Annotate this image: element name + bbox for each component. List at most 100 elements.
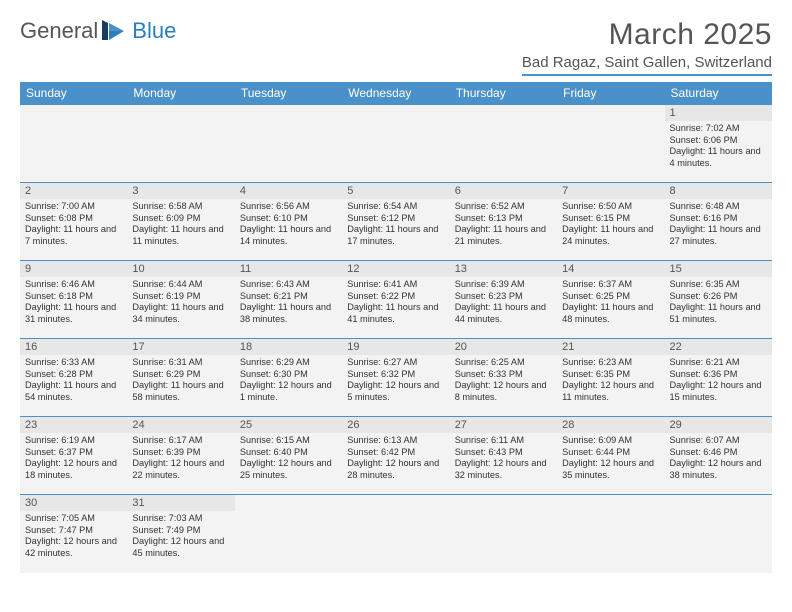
daylight-text: Daylight: 11 hours and 14 minutes. [240, 224, 337, 247]
sunset-text: Sunset: 6:23 PM [455, 291, 552, 303]
sunrise-text: Sunrise: 7:03 AM [132, 513, 229, 525]
day-details: Sunrise: 6:54 AMSunset: 6:12 PMDaylight:… [342, 199, 449, 250]
sunrise-text: Sunrise: 6:46 AM [25, 279, 122, 291]
sunrise-text: Sunrise: 7:02 AM [670, 123, 767, 135]
day-number: 26 [342, 417, 449, 433]
sunset-text: Sunset: 6:26 PM [670, 291, 767, 303]
day-number: 5 [342, 183, 449, 199]
brand-text-2: Blue [132, 18, 176, 44]
sunset-text: Sunset: 6:42 PM [347, 447, 444, 459]
daylight-text: Daylight: 12 hours and 18 minutes. [25, 458, 122, 481]
sunrise-text: Sunrise: 6:19 AM [25, 435, 122, 447]
sunset-text: Sunset: 6:22 PM [347, 291, 444, 303]
calendar-week: 2 Sunrise: 7:00 AMSunset: 6:08 PM Daylight… [20, 183, 772, 261]
day-header: Tuesday [235, 82, 342, 105]
sunrise-text: Sunrise: 7:00 AM [25, 201, 122, 213]
daylight-text: Daylight: 11 hours and 11 minutes. [132, 224, 229, 247]
calendar-cell: 25Sunrise: 6:15 AMSunset: 6:40 PMDayligh… [235, 417, 342, 495]
calendar-cell: 24Sunrise: 6:17 AMSunset: 6:39 PMDayligh… [127, 417, 234, 495]
sunset-text: Sunset: 6:46 PM [670, 447, 767, 459]
day-number: 18 [235, 339, 342, 355]
sunset-text: Sunset: 6:08 PM [25, 213, 122, 225]
calendar-cell [20, 105, 127, 183]
daylight-text: Daylight: 12 hours and 28 minutes. [347, 458, 444, 481]
sunset-text: Sunset: 6:43 PM [455, 447, 552, 459]
sunset-text: Sunset: 6:32 PM [347, 369, 444, 381]
day-header: Thursday [450, 82, 557, 105]
sunset-text: Sunset: 6:12 PM [347, 213, 444, 225]
day-details: Sunrise: 6:21 AMSunset: 6:36 PMDaylight:… [665, 355, 772, 406]
sunset-text: Sunset: 6:13 PM [455, 213, 552, 225]
day-number: 15 [665, 261, 772, 277]
calendar-week: 1Sunrise: 7:02 AMSunset: 6:06 PMDaylight… [20, 105, 772, 183]
sunset-text: Sunset: 6:21 PM [240, 291, 337, 303]
day-details: Sunrise: 6:39 AMSunset: 6:23 PMDaylight:… [450, 277, 557, 328]
daylight-text: Daylight: 12 hours and 22 minutes. [132, 458, 229, 481]
flag-icon [102, 20, 128, 42]
daylight-text: Daylight: 11 hours and 48 minutes. [562, 302, 659, 325]
day-details: Sunrise: 6:25 AMSunset: 6:33 PMDaylight:… [450, 355, 557, 406]
calendar-cell: 27Sunrise: 6:11 AMSunset: 6:43 PMDayligh… [450, 417, 557, 495]
sunrise-text: Sunrise: 6:31 AM [132, 357, 229, 369]
sunrise-text: Sunrise: 6:54 AM [347, 201, 444, 213]
sunset-text: Sunset: 7:49 PM [132, 525, 229, 537]
sunrise-text: Sunrise: 6:25 AM [455, 357, 552, 369]
brand-logo: General Blue [20, 18, 176, 44]
sunrise-text: Sunrise: 6:07 AM [670, 435, 767, 447]
day-details: Sunrise: 6:52 AMSunset: 6:13 PMDaylight:… [450, 199, 557, 250]
day-details: Sunrise: 6:35 AMSunset: 6:26 PMDaylight:… [665, 277, 772, 328]
sunrise-text: Sunrise: 6:56 AM [240, 201, 337, 213]
calendar-cell [342, 495, 449, 573]
sunset-text: Sunset: 6:29 PM [132, 369, 229, 381]
sunset-text: Sunset: 6:37 PM [25, 447, 122, 459]
calendar-cell: 4Sunrise: 6:56 AMSunset: 6:10 PMDaylight… [235, 183, 342, 261]
sunrise-text: Sunrise: 7:05 AM [25, 513, 122, 525]
sunrise-text: Sunrise: 6:58 AM [132, 201, 229, 213]
day-details: Sunrise: 6:56 AMSunset: 6:10 PMDaylight:… [235, 199, 342, 250]
sunset-text: Sunset: 6:10 PM [240, 213, 337, 225]
sunrise-text: Sunrise: 6:15 AM [240, 435, 337, 447]
day-number: 8 [665, 183, 772, 199]
day-number: 2 [20, 183, 127, 199]
day-number: 7 [557, 183, 664, 199]
calendar-cell: 3Sunrise: 6:58 AMSunset: 6:09 PMDaylight… [127, 183, 234, 261]
sunrise-text: Sunrise: 6:50 AM [562, 201, 659, 213]
daylight-text: Daylight: 12 hours and 42 minutes. [25, 536, 122, 559]
calendar-week: 30Sunrise: 7:05 AMSunset: 7:47 PMDayligh… [20, 495, 772, 573]
calendar-week: 9Sunrise: 6:46 AMSunset: 6:18 PMDaylight… [20, 261, 772, 339]
daylight-text: Daylight: 11 hours and 34 minutes. [132, 302, 229, 325]
daylight-text: Daylight: 12 hours and 5 minutes. [347, 380, 444, 403]
day-details: Sunrise: 6:33 AMSunset: 6:28 PMDaylight:… [20, 355, 127, 406]
sunrise-text: Sunrise: 6:17 AM [132, 435, 229, 447]
calendar-cell [557, 105, 664, 183]
day-number: 28 [557, 417, 664, 433]
daylight-text: Daylight: 11 hours and 44 minutes. [455, 302, 552, 325]
sunset-text: Sunset: 6:16 PM [670, 213, 767, 225]
day-details: Sunrise: 6:17 AMSunset: 6:39 PMDaylight:… [127, 433, 234, 484]
sunset-text: Sunset: 6:25 PM [562, 291, 659, 303]
day-number: 16 [20, 339, 127, 355]
day-details: Sunrise: 6:46 AMSunset: 6:18 PMDaylight:… [20, 277, 127, 328]
day-details: Sunrise: 7:03 AMSunset: 7:49 PMDaylight:… [127, 511, 234, 562]
calendar-cell: 31Sunrise: 7:03 AMSunset: 7:49 PMDayligh… [127, 495, 234, 573]
sunset-text: Sunset: 6:40 PM [240, 447, 337, 459]
sunrise-text: Sunrise: 6:35 AM [670, 279, 767, 291]
sunset-text: Sunset: 7:47 PM [25, 525, 122, 537]
daylight-text: Daylight: 12 hours and 15 minutes. [670, 380, 767, 403]
day-header: Friday [557, 82, 664, 105]
calendar-cell: 23Sunrise: 6:19 AMSunset: 6:37 PMDayligh… [20, 417, 127, 495]
daylight-text: Daylight: 11 hours and 17 minutes. [347, 224, 444, 247]
sunrise-text: Sunrise: 6:41 AM [347, 279, 444, 291]
day-details: Sunrise: 6:15 AMSunset: 6:40 PMDaylight:… [235, 433, 342, 484]
daylight-text: Daylight: 12 hours and 35 minutes. [562, 458, 659, 481]
calendar-cell: 5Sunrise: 6:54 AMSunset: 6:12 PMDaylight… [342, 183, 449, 261]
sunrise-text: Sunrise: 6:44 AM [132, 279, 229, 291]
calendar-cell: 21Sunrise: 6:23 AMSunset: 6:35 PMDayligh… [557, 339, 664, 417]
calendar-cell: 29Sunrise: 6:07 AMSunset: 6:46 PMDayligh… [665, 417, 772, 495]
sunset-text: Sunset: 6:44 PM [562, 447, 659, 459]
calendar-cell: 11Sunrise: 6:43 AMSunset: 6:21 PMDayligh… [235, 261, 342, 339]
sunrise-text: Sunrise: 6:39 AM [455, 279, 552, 291]
sunrise-text: Sunrise: 6:27 AM [347, 357, 444, 369]
day-number: 12 [342, 261, 449, 277]
sunrise-text: Sunrise: 6:33 AM [25, 357, 122, 369]
